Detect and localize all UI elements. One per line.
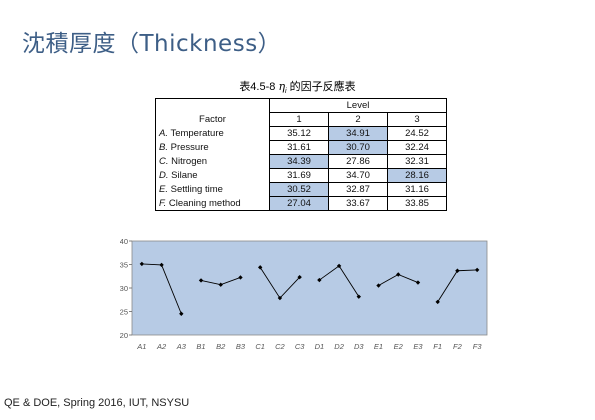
level-label: 1 (269, 112, 329, 127)
factor-response-table: Level Factor 1 2 3 A. Temperature 35.12 34… (155, 98, 447, 211)
x-tick-label: A3 (176, 342, 187, 351)
x-tick-label: A2 (156, 342, 167, 351)
slide-title: 沈積厚度（Thickness） (22, 31, 282, 57)
x-tick-label: C1 (255, 342, 265, 351)
value-cell: 30.52 (269, 182, 329, 197)
factor-cell: E. Settling time (155, 182, 270, 197)
value-cell: 34.91 (328, 126, 388, 141)
factor-name: Temperature (170, 128, 224, 139)
value-cell: 32.24 (387, 140, 447, 155)
value-cell: 31.61 (269, 140, 329, 155)
table-row: D. Silane 31.69 34.70 28.16 (155, 168, 447, 183)
level-header: Level (269, 98, 447, 113)
data-point (179, 311, 184, 316)
x-tick-label: E2 (394, 342, 404, 351)
x-tick-label: D1 (315, 342, 325, 351)
data-point (159, 262, 164, 268)
data-point (455, 268, 460, 273)
footer-text: QE & DOE, Spring 2016, IUT, NSYSU (4, 397, 190, 409)
level-label: 2 (328, 112, 388, 127)
caption-subscript: i (285, 88, 287, 96)
factor-letter: C. (159, 156, 169, 167)
x-tick-label: D3 (354, 342, 364, 351)
value-cell: 33.67 (328, 196, 388, 211)
table-corner-cell (155, 98, 270, 113)
x-tick-label: B1 (196, 342, 205, 351)
y-tick-label: 20 (120, 331, 128, 340)
data-point (238, 275, 243, 280)
x-tick-label: F1 (433, 342, 442, 351)
data-point (198, 278, 204, 283)
y-tick-label: 25 (120, 308, 128, 317)
value-cell: 28.16 (387, 168, 447, 183)
value-cell: 30.70 (328, 140, 388, 155)
value-cell: 31.69 (269, 168, 329, 183)
caption-symbol: η (278, 80, 286, 93)
factor-letter: F. (159, 197, 167, 209)
factor-name: Nitrogen (171, 156, 208, 167)
y-tick-label: 40 (120, 238, 128, 246)
value-cell: 34.39 (269, 154, 329, 169)
x-tick-label: A1 (136, 342, 146, 351)
value-cell: 24.52 (387, 126, 447, 141)
factor-letter: A. (159, 128, 168, 139)
factor-letter: B. (159, 142, 168, 153)
factor-cell: D. Silane (155, 168, 270, 183)
x-tick-label: B2 (216, 342, 226, 351)
data-point (376, 283, 381, 288)
table-caption: 表4.5-8 ηi 的因子反應表 (0, 78, 595, 95)
table-row: F. Cleaning method 27.04 33.67 33.85 (155, 196, 447, 211)
data-point (396, 272, 401, 277)
caption-suffix: 的因子反應表 (289, 81, 356, 93)
data-point (257, 265, 263, 270)
value-cell: 27.86 (328, 154, 388, 169)
data-point (415, 280, 421, 285)
factor-cell: B. Pressure (155, 140, 270, 155)
factor-letter: D. (159, 170, 169, 181)
factor-header: Factor (155, 112, 270, 127)
x-tick-label: F2 (453, 342, 463, 351)
x-tick-label: E3 (413, 342, 423, 351)
value-cell: 34.70 (328, 168, 388, 183)
value-cell: 35.12 (269, 126, 329, 141)
factor-name: Pressure (170, 142, 209, 153)
factor-name: Cleaning method (168, 197, 241, 209)
data-point (435, 299, 440, 305)
table-row: C. Nitrogen 34.39 27.86 32.31 (155, 154, 447, 169)
value-cell: 27.04 (269, 196, 329, 211)
factor-letter: E. (159, 184, 168, 195)
data-point (277, 295, 283, 301)
plot-area (131, 240, 488, 336)
value-cell: 32.87 (328, 182, 388, 197)
y-tick-label: 30 (120, 284, 128, 293)
caption-prefix: 表4.5-8 (239, 81, 276, 93)
y-tick-label: 35 (120, 261, 128, 270)
factor-name: Silane (171, 170, 198, 181)
table-row: E. Settling time 30.52 32.87 31.16 (155, 182, 447, 197)
value-cell: 31.16 (387, 182, 447, 197)
data-point (474, 267, 480, 273)
factor-cell: F. Cleaning method (155, 196, 270, 211)
value-cell: 33.85 (387, 196, 447, 211)
value-cell: 32.31 (387, 154, 447, 169)
factor-cell: C. Nitrogen (155, 154, 270, 169)
response-chart: 20 25 30 35 40 A1 A2 A3 B1 B2 B3 C1 C2 C3 D1 D2 D3 E1 E2 E3… (120, 238, 488, 351)
data-point (297, 274, 302, 280)
table-row: B. Pressure 31.61 30.70 32.24 (155, 140, 447, 155)
data-point (218, 282, 223, 287)
x-tick-label: F3 (473, 342, 483, 351)
factor-name: Settling time (170, 184, 223, 195)
x-tick-label: E1 (374, 342, 383, 351)
x-tick-label: B3 (236, 342, 246, 351)
factor-cell: A. Temperature (155, 126, 270, 141)
data-point (139, 261, 145, 267)
x-tick-label: C3 (295, 342, 305, 351)
x-tick-label: C2 (275, 342, 285, 351)
data-point (356, 294, 362, 299)
data-point (336, 263, 342, 269)
level-label: 3 (387, 112, 447, 127)
table-row: A. Temperature 35.12 34.91 24.52 (155, 126, 447, 141)
x-tick-label: D2 (334, 342, 344, 351)
